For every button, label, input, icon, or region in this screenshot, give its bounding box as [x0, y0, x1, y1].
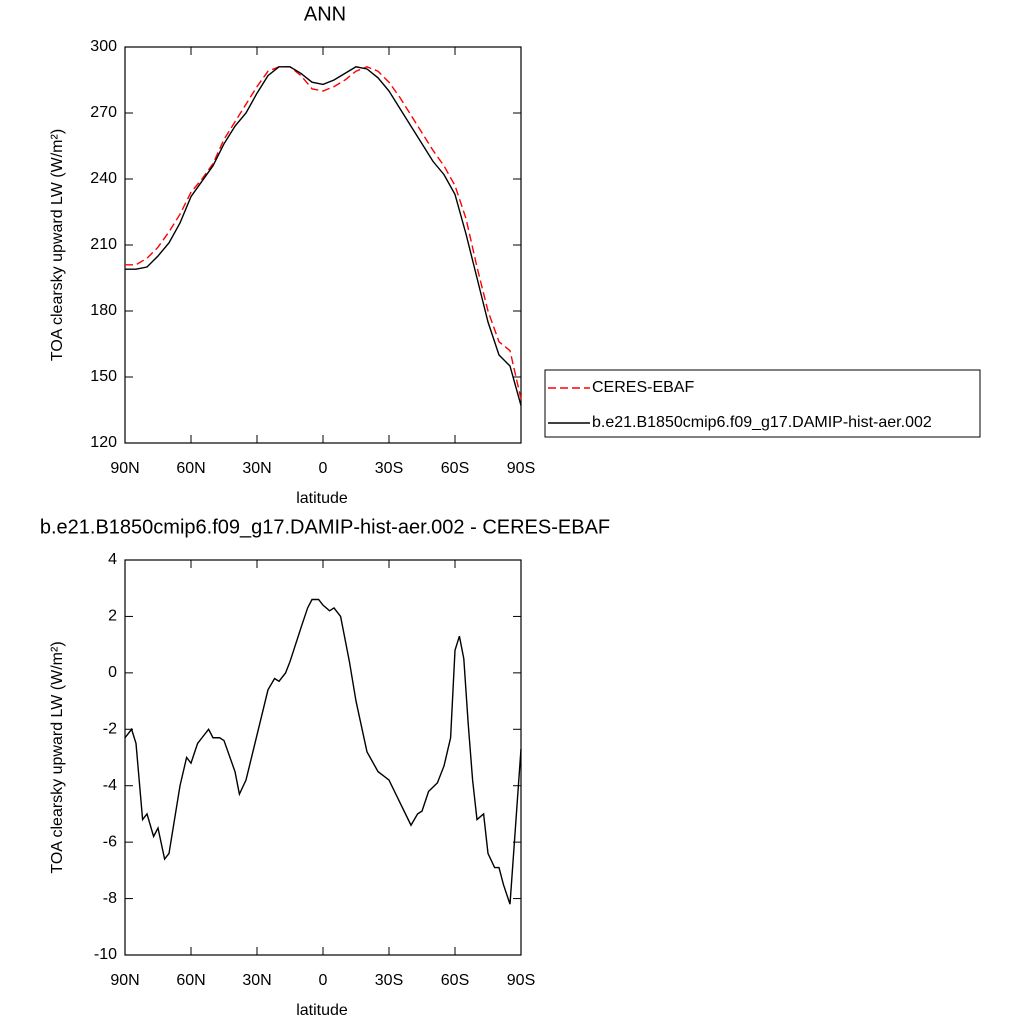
x-tick-label: 0: [319, 972, 328, 989]
y-tick-label: 210: [90, 236, 117, 253]
x-tick-label: 30N: [242, 460, 271, 477]
x-tick-label: 90N: [110, 460, 139, 477]
y-axis-label: TOA clearsky upward LW (W/m²): [49, 641, 66, 873]
x-tick-label: 30S: [375, 460, 403, 477]
legend-label: CERES-EBAF: [592, 379, 694, 396]
y-tick-label: 150: [90, 368, 117, 385]
x-tick-label: 30S: [375, 972, 403, 989]
x-tick-label: 90S: [507, 972, 535, 989]
x-tick-label: 90N: [110, 972, 139, 989]
y-tick-label: 300: [90, 38, 117, 55]
data-line: [125, 66, 522, 400]
plot-frame: [124, 46, 522, 444]
title: ANN: [304, 3, 346, 25]
y-tick-label: 240: [90, 170, 117, 187]
legend-label: b.e21.B1850cmip6.f09_g17.DAMIP-hist-aer.…: [592, 414, 932, 431]
y-tick-label: -4: [103, 777, 117, 794]
x-tick-label: 90S: [507, 460, 535, 477]
x-axis-label: latitude: [296, 1002, 348, 1019]
y-axis-label: TOA clearsky upward LW (W/m²): [49, 129, 66, 361]
x-tick-label: 0: [319, 460, 328, 477]
plot-frame: [124, 559, 522, 956]
legend-box: [544, 369, 981, 438]
x-tick-label: 60N: [176, 972, 205, 989]
y-tick-label: 180: [90, 302, 117, 319]
title: b.e21.B1850cmip6.f09_g17.DAMIP-hist-aer.…: [40, 516, 610, 538]
y-tick-label: -6: [103, 833, 117, 850]
x-tick-label: 60S: [441, 460, 469, 477]
x-axis-label: latitude: [296, 490, 348, 507]
data-line: [125, 66, 522, 406]
y-tick-label: 120: [90, 434, 117, 451]
y-tick-label: -2: [103, 721, 117, 738]
x-tick-label: 30N: [242, 972, 271, 989]
y-tick-label: 270: [90, 104, 117, 121]
x-tick-label: 60S: [441, 972, 469, 989]
data-line: [124, 598, 522, 905]
y-tick-label: 0: [108, 664, 117, 681]
y-tick-label: -10: [94, 946, 117, 963]
y-tick-label: 4: [108, 551, 117, 568]
y-tick-label: 2: [108, 608, 117, 625]
x-tick-label: 60N: [176, 460, 205, 477]
y-tick-label: -8: [103, 890, 117, 907]
